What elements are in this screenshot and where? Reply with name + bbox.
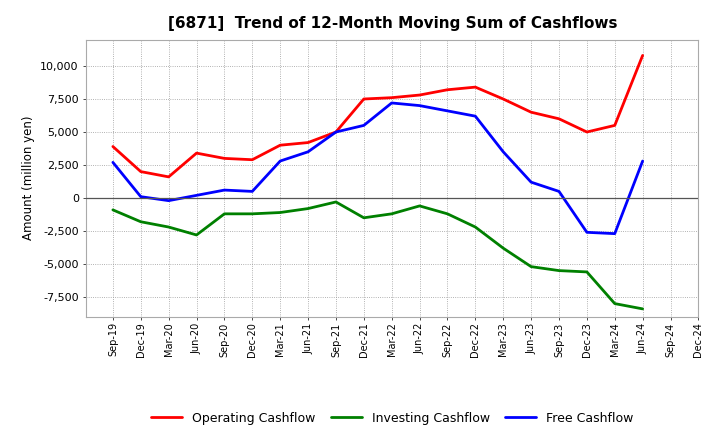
Operating Cashflow — [499, 96, 508, 102]
Operating Cashflow — [359, 96, 368, 102]
Investing Cashflow — [639, 306, 647, 312]
Line: Investing Cashflow: Investing Cashflow — [113, 202, 643, 309]
Investing Cashflow — [611, 301, 619, 306]
Investing Cashflow — [304, 206, 312, 211]
Investing Cashflow — [109, 207, 117, 213]
Operating Cashflow — [471, 84, 480, 90]
Investing Cashflow — [582, 269, 591, 275]
Operating Cashflow — [192, 150, 201, 156]
Investing Cashflow — [164, 224, 173, 230]
Free Cashflow — [276, 158, 284, 164]
Operating Cashflow — [137, 169, 145, 174]
Operating Cashflow — [554, 116, 563, 121]
Free Cashflow — [527, 180, 536, 185]
Operating Cashflow — [387, 95, 396, 100]
Operating Cashflow — [220, 156, 229, 161]
Investing Cashflow — [471, 224, 480, 230]
Line: Operating Cashflow: Operating Cashflow — [113, 55, 643, 177]
Investing Cashflow — [359, 215, 368, 220]
Investing Cashflow — [443, 211, 451, 216]
Operating Cashflow — [527, 110, 536, 115]
Free Cashflow — [109, 160, 117, 165]
Investing Cashflow — [220, 211, 229, 216]
Investing Cashflow — [499, 246, 508, 251]
Operating Cashflow — [109, 144, 117, 149]
Operating Cashflow — [611, 123, 619, 128]
Operating Cashflow — [582, 129, 591, 135]
Free Cashflow — [582, 230, 591, 235]
Free Cashflow — [359, 123, 368, 128]
Legend: Operating Cashflow, Investing Cashflow, Free Cashflow: Operating Cashflow, Investing Cashflow, … — [151, 412, 634, 425]
Free Cashflow — [611, 231, 619, 236]
Investing Cashflow — [554, 268, 563, 273]
Free Cashflow — [192, 193, 201, 198]
Free Cashflow — [164, 198, 173, 203]
Investing Cashflow — [527, 264, 536, 269]
Line: Free Cashflow: Free Cashflow — [113, 103, 643, 234]
Free Cashflow — [639, 158, 647, 164]
Free Cashflow — [248, 189, 256, 194]
Y-axis label: Amount (million yen): Amount (million yen) — [22, 116, 35, 240]
Operating Cashflow — [332, 129, 341, 135]
Free Cashflow — [387, 100, 396, 106]
Free Cashflow — [471, 114, 480, 119]
Investing Cashflow — [192, 232, 201, 238]
Free Cashflow — [332, 129, 341, 135]
Operating Cashflow — [415, 92, 424, 98]
Investing Cashflow — [387, 211, 396, 216]
Title: [6871]  Trend of 12-Month Moving Sum of Cashflows: [6871] Trend of 12-Month Moving Sum of C… — [168, 16, 617, 32]
Operating Cashflow — [443, 87, 451, 92]
Free Cashflow — [137, 194, 145, 199]
Operating Cashflow — [639, 53, 647, 58]
Investing Cashflow — [332, 199, 341, 205]
Operating Cashflow — [164, 174, 173, 180]
Free Cashflow — [499, 149, 508, 154]
Free Cashflow — [443, 108, 451, 114]
Investing Cashflow — [248, 211, 256, 216]
Free Cashflow — [554, 189, 563, 194]
Free Cashflow — [304, 149, 312, 154]
Free Cashflow — [415, 103, 424, 108]
Investing Cashflow — [137, 219, 145, 224]
Operating Cashflow — [304, 140, 312, 145]
Operating Cashflow — [276, 143, 284, 148]
Investing Cashflow — [276, 210, 284, 215]
Free Cashflow — [220, 187, 229, 193]
Investing Cashflow — [415, 203, 424, 209]
Operating Cashflow — [248, 157, 256, 162]
